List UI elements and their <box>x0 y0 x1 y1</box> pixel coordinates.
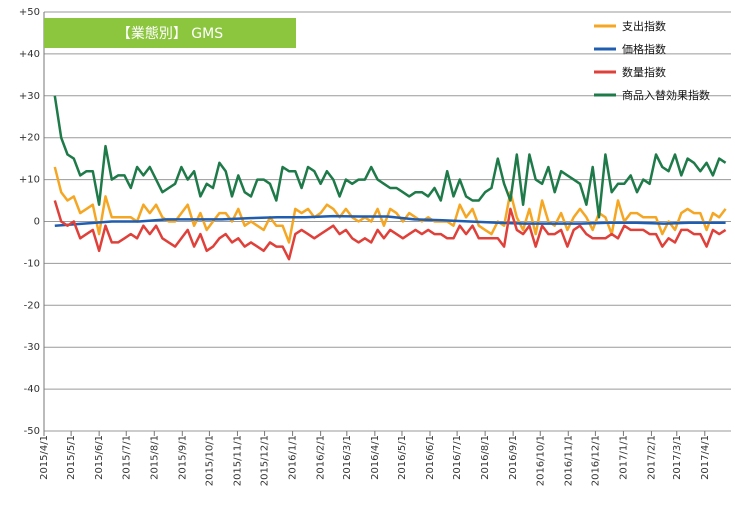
y-tick-label: +30 <box>19 91 40 102</box>
y-tick-label: +10 <box>19 175 40 186</box>
plot-area <box>53 95 727 261</box>
legend-label: 価格指数 <box>622 42 666 56</box>
chart-title-box: 【業態別】 GMS <box>44 18 296 48</box>
x-tick-label: 2015/5/1 <box>66 435 77 480</box>
x-tick-label: 2017/2/1 <box>646 435 657 480</box>
grid-lines <box>43 11 731 432</box>
chart-title: 【業態別】 GMS <box>117 26 223 42</box>
x-tick-label: 2016/6/1 <box>425 435 436 480</box>
y-tick-label: +40 <box>19 49 40 60</box>
title-background <box>44 18 296 48</box>
x-tick-label: 2016/9/1 <box>508 435 519 480</box>
y-tick-label: -10 <box>24 258 40 269</box>
x-tick-label: 2016/12/1 <box>590 435 601 486</box>
series-line-3 <box>53 95 727 219</box>
x-tick-label: 2015/11/1 <box>232 435 243 486</box>
x-tick-label: 2016/8/1 <box>480 435 491 480</box>
x-tick-label: 2015/10/1 <box>204 435 215 486</box>
x-tick-label: 2017/3/1 <box>672 435 683 480</box>
x-tick-label: 2016/5/1 <box>397 435 408 480</box>
x-tick-label: 2016/1/1 <box>288 435 299 480</box>
x-tick-label: 2015/4/1 <box>39 435 50 480</box>
x-tick-label: 2015/6/1 <box>94 435 105 480</box>
y-tick-label: 0 <box>34 217 40 228</box>
y-tick-label: +50 <box>19 7 40 18</box>
y-tick-label: -30 <box>24 342 40 353</box>
x-tick-label: 2016/2/1 <box>316 435 327 480</box>
y-tick-label: -20 <box>24 300 40 311</box>
y-tick-label: -40 <box>24 384 40 395</box>
x-tick-label: 2017/4/1 <box>700 435 711 480</box>
legend-label: 数量指数 <box>622 65 666 79</box>
x-tick-label: 2015/7/1 <box>121 435 132 480</box>
y-tick-label: -50 <box>24 426 40 437</box>
x-axis: 2015/4/1 2015/5/1 2015/6/1 2015/7/1 2015/8/1… <box>39 431 711 486</box>
x-tick-label: 2016/4/1 <box>370 435 381 480</box>
x-tick-label: 2015/12/1 <box>260 435 271 486</box>
x-tick-label: 2015/9/1 <box>177 435 188 480</box>
x-tick-label: 2017/1/1 <box>618 435 629 480</box>
x-tick-label: 2015/8/1 <box>149 435 160 480</box>
legend-label: 支出指数 <box>622 19 666 33</box>
x-tick-label: 2016/10/1 <box>535 435 546 486</box>
x-tick-label: 2016/11/1 <box>563 435 574 486</box>
y-axis: +50 +40 +30 +20 +10 0 -10 -20 -30 -40 -50 <box>19 7 40 437</box>
series-line-1 <box>54 214 726 227</box>
y-tick-label: +20 <box>19 133 40 144</box>
legend-label: 商品入替効果指数 <box>622 88 710 102</box>
x-tick-label: 2016/3/1 <box>342 435 353 480</box>
x-tick-label: 2016/7/1 <box>452 435 463 480</box>
series-line-2 <box>53 200 727 261</box>
